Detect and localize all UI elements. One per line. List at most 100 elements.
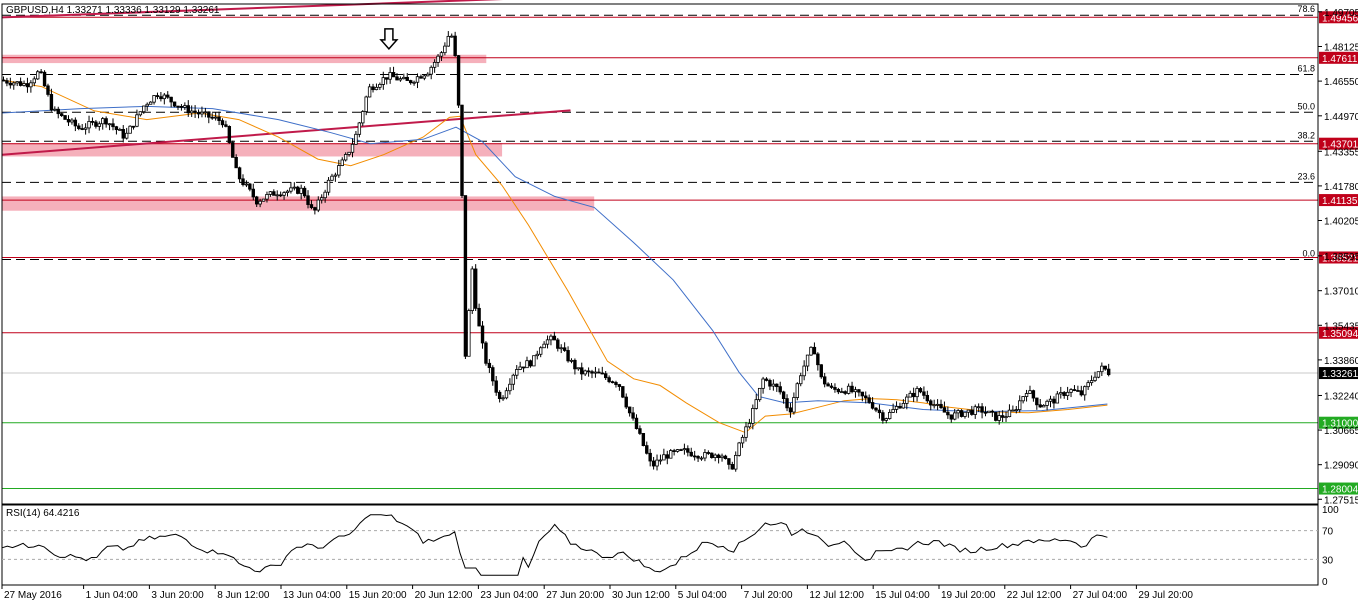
candle-body: [1093, 376, 1097, 381]
price-tick-label: 1.32240: [1324, 391, 1358, 402]
candle-body: [1018, 400, 1022, 411]
price-tick-label: 1.37010: [1324, 287, 1358, 298]
candle-body: [220, 120, 225, 126]
candle-body: [607, 377, 611, 383]
candle-body: [268, 191, 273, 195]
time-tick-label: 27 Jul 04:00: [1073, 590, 1128, 601]
candle-body: [408, 80, 413, 84]
candle-body: [655, 459, 659, 467]
candle-body: [867, 397, 871, 403]
candle-body: [1059, 392, 1063, 395]
candle-body: [87, 121, 91, 129]
candle-body: [532, 355, 536, 367]
candle-body: [155, 95, 160, 98]
candle-body: [645, 445, 649, 454]
candle-body: [1035, 397, 1039, 406]
candle-body: [231, 142, 235, 158]
candle-body: [939, 403, 943, 409]
candle-body: [426, 73, 430, 77]
candle-body: [378, 84, 382, 88]
candle-body: [364, 96, 368, 112]
chart-title: GBPUSD,H4 1.33271 1.33336 1.33129 1.3326…: [6, 5, 220, 16]
candle-body: [186, 105, 190, 114]
candle-body: [829, 385, 834, 388]
level-tag-label: 1.43701: [1322, 140, 1358, 151]
candle-body: [552, 335, 557, 341]
candle-body: [388, 72, 392, 80]
candle-body: [124, 132, 129, 139]
candle-body: [73, 119, 78, 127]
candle-body: [183, 105, 187, 108]
candle-body: [470, 268, 474, 311]
candle-body: [25, 83, 30, 88]
candle-body: [138, 111, 143, 116]
candle-body: [289, 187, 293, 192]
price-tick-label: 1.44970: [1324, 112, 1358, 123]
candle-body: [785, 398, 789, 409]
candle-body: [566, 350, 570, 362]
trend-line: [1, 109, 571, 156]
candle-body: [111, 123, 115, 128]
candle-body: [730, 464, 735, 470]
candle-body: [1106, 368, 1111, 376]
candle-body: [504, 390, 509, 399]
time-tick-label: 30 Jun 12:00: [612, 590, 670, 601]
level-tag: [1319, 194, 1358, 207]
candle-body: [258, 200, 262, 205]
candle-body: [799, 375, 803, 385]
candle-body: [812, 346, 817, 355]
candle-body: [768, 380, 772, 387]
candle-body: [477, 307, 481, 327]
price-tick-label: 1.29090: [1324, 461, 1358, 472]
candle-body: [316, 199, 320, 211]
candle-body: [436, 55, 440, 63]
candle-body: [692, 455, 697, 458]
candle-body: [751, 408, 755, 424]
candle-body: [340, 159, 344, 166]
candle-body: [898, 406, 902, 409]
candle-body: [398, 78, 403, 81]
current-price-label: 1.33261: [1322, 369, 1358, 380]
candle-body: [467, 310, 471, 357]
candle-body: [682, 448, 687, 451]
time-tick-label: 27 Jun 20:00: [546, 590, 604, 601]
candle-body: [49, 94, 54, 111]
rsi-tick-label: 100: [1322, 505, 1339, 516]
candle-body: [614, 382, 618, 385]
level-tag: [1319, 51, 1358, 64]
candle-body: [501, 397, 505, 400]
candle-body: [610, 381, 615, 384]
candle-body: [976, 406, 981, 409]
candle-body: [402, 76, 406, 80]
candle-body: [42, 71, 47, 87]
candle-body: [754, 399, 758, 409]
candle-body: [354, 133, 358, 145]
candle-body: [159, 96, 163, 100]
candle-body: [450, 35, 454, 38]
candle-body: [792, 397, 796, 413]
time-tick-label: 8 Jun 12:00: [217, 590, 270, 601]
candle-body: [412, 81, 416, 84]
candle-body: [94, 121, 98, 127]
candle-body: [775, 383, 779, 388]
candle-body: [419, 76, 423, 79]
candle-body: [894, 406, 899, 410]
candle-body: [1089, 380, 1094, 384]
candle-body: [593, 371, 598, 374]
candle-body: [870, 402, 875, 409]
candle-body: [77, 125, 81, 129]
candle-body: [925, 394, 930, 402]
candle-body: [29, 82, 33, 88]
level-tag-label: 1.28004: [1322, 485, 1358, 496]
time-tick-label: 20 Jun 12:00: [415, 590, 473, 601]
time-tick-label: 13 Jun 04:00: [283, 590, 341, 601]
candle-body: [795, 383, 800, 398]
candle-body: [983, 411, 988, 414]
candle-body: [744, 426, 748, 438]
candle-body: [963, 411, 967, 417]
candle-body: [104, 118, 108, 125]
candle-body: [617, 384, 622, 387]
candle-body: [905, 396, 909, 404]
candle-body: [446, 35, 451, 47]
candle-body: [128, 125, 132, 134]
